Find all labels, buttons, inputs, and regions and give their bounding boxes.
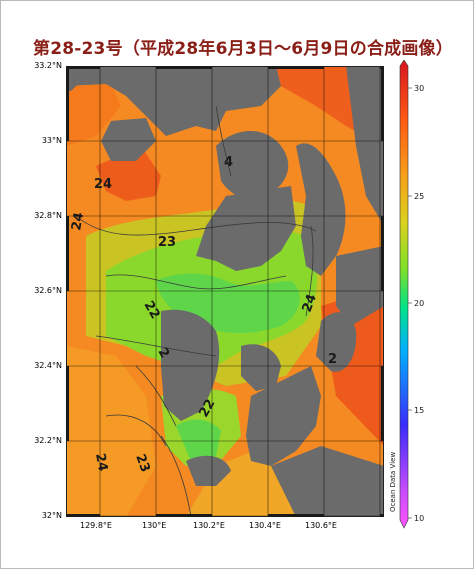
- contour-label: 23: [158, 235, 176, 250]
- contour-label: 23: [132, 452, 152, 474]
- border-ticks: [66, 66, 384, 517]
- colorbar-tick: 25: [414, 192, 424, 201]
- colorbar-gradient: [399, 60, 409, 529]
- lat-label: 33°N: [41, 136, 62, 145]
- map-border: [66, 66, 384, 517]
- colorbar: 30 25 20 15 10: [394, 60, 446, 530]
- contour-label: 24: [300, 292, 320, 314]
- lon-label: 130°E: [142, 521, 167, 530]
- contour-label: 24: [69, 211, 87, 231]
- warm-patch-nw: [66, 84, 121, 146]
- lat-label: 32.4°N: [34, 361, 62, 370]
- figure-title: 第28-23号（平成28年6月3日～6月9日の合成画像）: [33, 39, 453, 59]
- grid: [66, 66, 384, 517]
- contour-label: 2: [328, 352, 337, 367]
- lat-label: 32.6°N: [34, 286, 62, 295]
- sst-map: 24 24 23 22 2 22 24 24 23 2 4: [66, 66, 384, 517]
- lat-label: 32.2°N: [34, 436, 62, 445]
- lat-label: 32°N: [41, 511, 62, 520]
- contour-label: 24: [94, 177, 112, 192]
- lon-label: 130.2°E: [193, 521, 225, 530]
- orange-sw: [66, 346, 156, 517]
- lon-label: 129.8°E: [80, 521, 112, 530]
- colorbar-tick: 30: [414, 84, 424, 93]
- lat-axis: 33.2°N 33°N 32.8°N 32.6°N 32.4°N 32.2°N …: [0, 0, 64, 569]
- lat-label: 33.2°N: [34, 61, 62, 70]
- contour-label: 4: [224, 155, 233, 170]
- colorbar-tick: 10: [414, 514, 424, 523]
- green-south-core: [176, 419, 221, 461]
- lon-label: 130.4°E: [249, 521, 281, 530]
- lon-axis: 129.8°E 130°E 130.2°E 130.4°E 130.6°E: [66, 521, 384, 535]
- contour-label: 24: [92, 452, 110, 472]
- colorbar-tick: 15: [414, 406, 424, 415]
- colorbar-tick: 20: [414, 299, 424, 308]
- lon-label: 130.6°E: [305, 521, 337, 530]
- land: [66, 66, 384, 517]
- lat-label: 32.8°N: [34, 211, 62, 220]
